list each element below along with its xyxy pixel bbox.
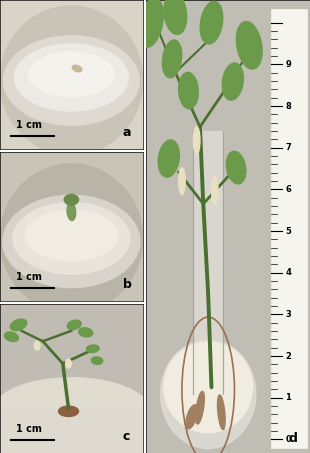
Ellipse shape [161,340,256,448]
Text: a: a [123,125,131,139]
Ellipse shape [179,168,185,195]
Ellipse shape [29,52,114,97]
Ellipse shape [66,359,71,368]
Ellipse shape [211,177,218,204]
Ellipse shape [10,319,27,331]
Ellipse shape [222,63,243,100]
Text: 2: 2 [286,352,291,361]
Ellipse shape [186,405,198,429]
Ellipse shape [67,320,81,330]
Ellipse shape [86,345,99,352]
Text: 9: 9 [286,60,291,69]
Ellipse shape [193,127,200,154]
Text: 5: 5 [286,226,291,236]
Ellipse shape [179,72,198,109]
Text: 1 cm: 1 cm [16,120,42,130]
Ellipse shape [4,36,139,125]
Text: 0: 0 [286,435,291,444]
Ellipse shape [237,21,262,69]
Ellipse shape [138,0,163,47]
Bar [193,131,223,394]
Ellipse shape [0,378,150,445]
Ellipse shape [162,40,182,78]
Ellipse shape [25,210,118,261]
Bar [0,408,143,453]
Ellipse shape [67,202,76,221]
Ellipse shape [34,341,40,350]
Ellipse shape [226,151,246,184]
Ellipse shape [13,202,130,274]
Text: 1 cm: 1 cm [16,272,42,282]
Text: c: c [123,429,130,443]
Ellipse shape [164,342,253,433]
Text: 3: 3 [286,310,291,319]
Bar [271,9,307,448]
Ellipse shape [72,65,82,72]
Text: 6: 6 [286,185,291,194]
Ellipse shape [59,406,78,416]
Circle shape [0,164,143,313]
Ellipse shape [200,1,223,44]
Ellipse shape [14,44,128,111]
Text: 1 cm: 1 cm [16,424,42,434]
Text: 4: 4 [286,268,291,277]
Circle shape [0,6,143,155]
Text: b: b [123,278,132,290]
Ellipse shape [196,391,204,424]
Ellipse shape [158,140,179,177]
Ellipse shape [218,395,225,429]
Text: 1: 1 [286,393,291,402]
Text: 7: 7 [286,143,291,152]
Ellipse shape [3,195,140,288]
Ellipse shape [164,0,187,34]
Ellipse shape [78,328,93,337]
Text: d: d [289,432,298,445]
Text: 8: 8 [286,101,291,111]
Ellipse shape [91,357,103,364]
Ellipse shape [4,332,18,342]
Bar [0,304,143,411]
Ellipse shape [64,194,78,205]
